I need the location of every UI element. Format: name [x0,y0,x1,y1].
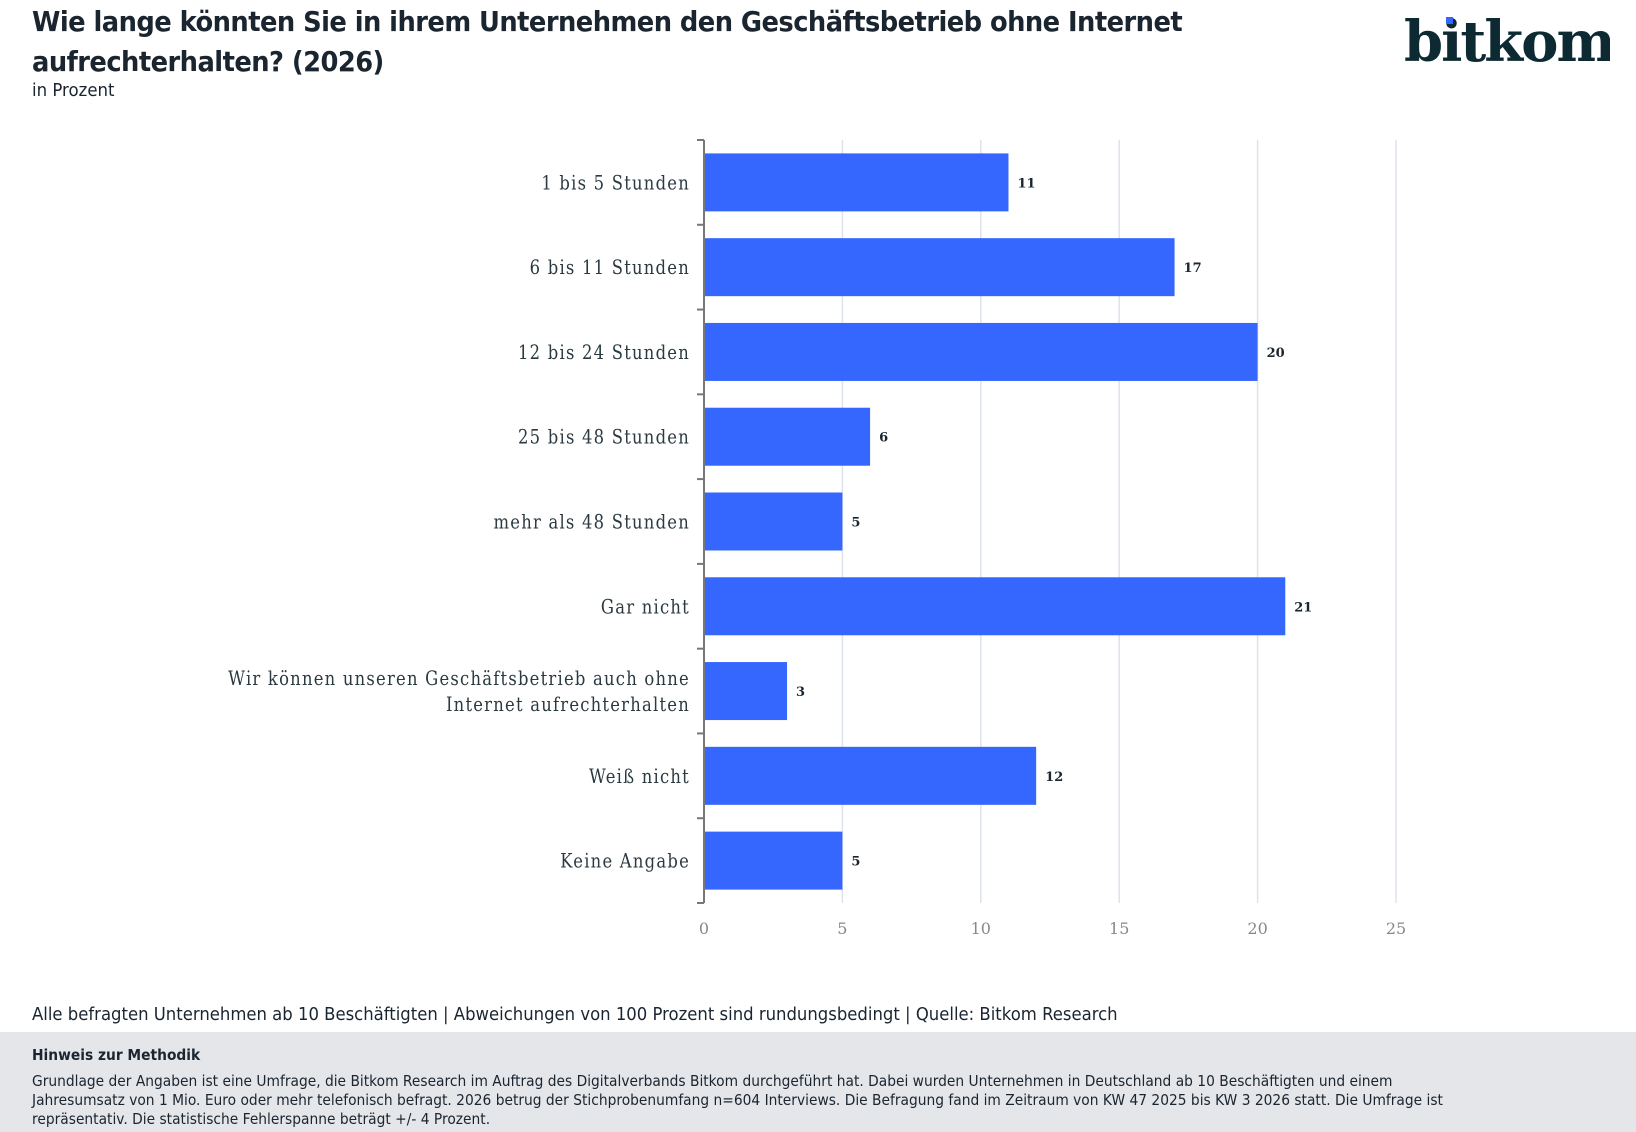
bar [705,238,1175,297]
value-label: 5 [851,855,860,870]
x-tick-label: 15 [1109,919,1129,938]
methodology-text: Grundlage der Angaben ist eine Umfrage, … [32,1072,1443,1128]
value-labels: 11 17 20 6 5 21 3 12 5 [796,176,1312,869]
bar [705,746,1037,805]
bar [705,492,843,551]
footnote-source: Alle befragten Unternehmen ab 10 Beschäf… [32,1004,1118,1025]
logo-text: bitkom [1404,9,1610,75]
category-label: Keine Angabe [560,850,690,873]
bar [705,407,871,466]
value-label: 6 [879,431,888,446]
chart-subtitle: in Prozent [32,80,115,101]
x-tick-labels: 0 5 10 15 20 25 [699,919,1406,938]
y-axis [697,139,705,904]
chart-title: Wie lange könnten Sie in ihrem Unternehm… [32,5,1183,78]
value-label: 20 [1267,346,1285,361]
bar [705,831,843,890]
logo-dot [1446,17,1453,24]
value-label: 11 [1017,176,1035,191]
bar [705,153,1009,212]
category-label: 6 bis 11 Stunden [530,257,690,280]
category-label: mehr als 48 Stunden [494,511,690,534]
category-label: Wir können unseren Geschäftsbetrieb auch… [228,668,690,691]
x-tick-label: 20 [1247,919,1267,938]
bitkom-logo: bitkom [1404,9,1610,75]
bar-chart: 1 bis 5 Stunden 6 bis 11 Stunden 12 bis 24… [228,139,1406,938]
x-tick-label: 25 [1386,919,1406,938]
category-label: 1 bis 5 Stunden [541,172,690,195]
methodology-panel: Hinweis zur Methodik Grundlage der Angab… [0,1032,1636,1132]
category-label: Weiß nicht [589,765,690,788]
x-tick-label: 10 [971,919,991,938]
category-label: Internet aufrechterhalten [446,694,690,717]
methodology-title: Hinweis zur Methodik [32,1046,201,1064]
value-label: 3 [796,685,805,700]
value-label: 5 [851,516,860,531]
x-tick-label: 0 [699,919,709,938]
x-tick-label: 5 [837,919,847,938]
value-label: 12 [1045,770,1063,785]
bar [705,662,788,721]
value-label: 21 [1294,600,1312,615]
value-label: 17 [1184,261,1202,276]
category-labels: 1 bis 5 Stunden 6 bis 11 Stunden 12 bis 24… [228,172,690,873]
category-label: 25 bis 48 Stunden [518,426,690,449]
bar [705,322,1258,381]
bars [705,153,1286,890]
category-label: Gar nicht [601,596,690,619]
category-label: 12 bis 24 Stunden [518,341,690,364]
bar [705,577,1286,636]
